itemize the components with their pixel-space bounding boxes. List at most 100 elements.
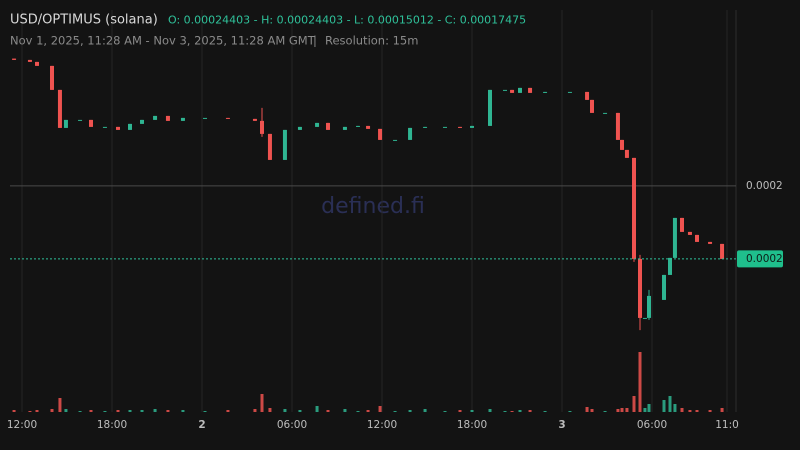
volume-bar [620,408,624,412]
volume-bar [458,410,462,412]
volume-bar [423,409,427,412]
candle-body [356,125,360,127]
volume-bar [510,411,514,412]
candle-body [518,87,522,93]
candle-body [408,127,413,140]
volume-bar [226,410,230,412]
volume-bar [315,406,319,412]
volume-bar [543,411,547,412]
candle-body [687,231,692,235]
candle-body [393,139,398,141]
volume-bar [643,408,647,412]
candle-body [720,243,725,259]
volume-bar [28,411,32,412]
volume-bar [253,409,257,412]
separator: | [313,34,317,48]
x-tick-label: 06:00 [277,419,307,431]
chart-title: USD/OPTIMUS (solana) [10,13,158,28]
volume-bar [443,411,447,412]
volume-bar [662,400,666,412]
x-tick-label: 11:0 [715,419,739,431]
candle-body [488,89,492,126]
volume-bar [35,410,39,412]
candle-body [662,274,666,300]
volume-bar [488,409,492,412]
volume-bar [103,411,107,412]
x-tick-label: 18:00 [97,419,127,431]
candle-body [680,217,684,232]
volume-bar [260,394,264,412]
candle-body [89,119,93,127]
candle-body [180,117,185,121]
candle-body [35,61,39,66]
volume-bar [695,410,699,412]
volume-bar [343,409,347,412]
volume-bar [166,410,170,412]
x-tick-label: 12:00 [7,419,37,431]
watermark: defined.fi [321,194,425,219]
candle-body [78,119,83,121]
last-price-label: 0.0002 [746,253,783,265]
volume-bar [470,410,474,412]
volume-bar [518,410,522,412]
candle-body [567,91,572,93]
volume-bar [366,410,370,412]
volume-bar [673,404,677,412]
volume-bar [153,409,157,412]
candle-body [297,126,302,130]
candle-body [423,126,428,128]
volume-bar [680,408,684,412]
candle-body [102,126,107,128]
volume-bar [12,410,16,412]
candle-body [620,139,624,150]
volume-bar [50,409,54,412]
volume-bar [268,408,272,412]
volume-bar [203,411,207,412]
candle-body [63,119,68,128]
volume-bar [638,352,642,412]
candle-body [252,118,257,121]
candle-body [615,112,620,140]
volume-bar [668,396,672,412]
candle-body [50,65,54,90]
candle-body [590,99,594,113]
candle-body [668,257,672,275]
candle-body [282,129,287,160]
x-tick-label: 2 [198,419,205,431]
candle-body [642,317,647,319]
candle-body [315,122,320,127]
candle-body [165,115,170,121]
x-tick-label: 3 [558,419,565,431]
candle-body [260,120,264,134]
candle-body [503,89,507,91]
volume-bar [64,409,68,412]
volume-bar [585,407,589,412]
candle-body [326,122,330,130]
candle-body [638,258,642,318]
resolution: Resolution: 15m [325,34,418,48]
time-range: Nov 1, 2025, 11:28 AM - Nov 3, 2025, 11:… [10,34,316,48]
candle-body [267,133,272,160]
candle-body [458,126,462,128]
candle-body [624,149,629,158]
volume-bar [356,411,360,412]
volume-bar [140,410,144,412]
volume-bar [625,408,629,412]
candle-body [116,126,120,130]
candle-body [128,123,132,130]
candle-body [378,128,383,140]
candle-body [695,234,699,242]
volume-bar [128,410,132,412]
ohlc-readout: O: 0.00024403 - H: 0.00024403 - L: 0.000… [168,14,526,27]
candle-body [203,117,207,119]
volume-bar [58,398,62,412]
volume-bar [632,396,636,412]
candle-body [603,112,608,114]
candle-body [153,115,158,120]
candle-body [672,217,677,258]
candle-body [632,157,636,259]
candle-body [543,91,548,93]
volume-bar [326,410,330,412]
candle-body [366,125,371,129]
